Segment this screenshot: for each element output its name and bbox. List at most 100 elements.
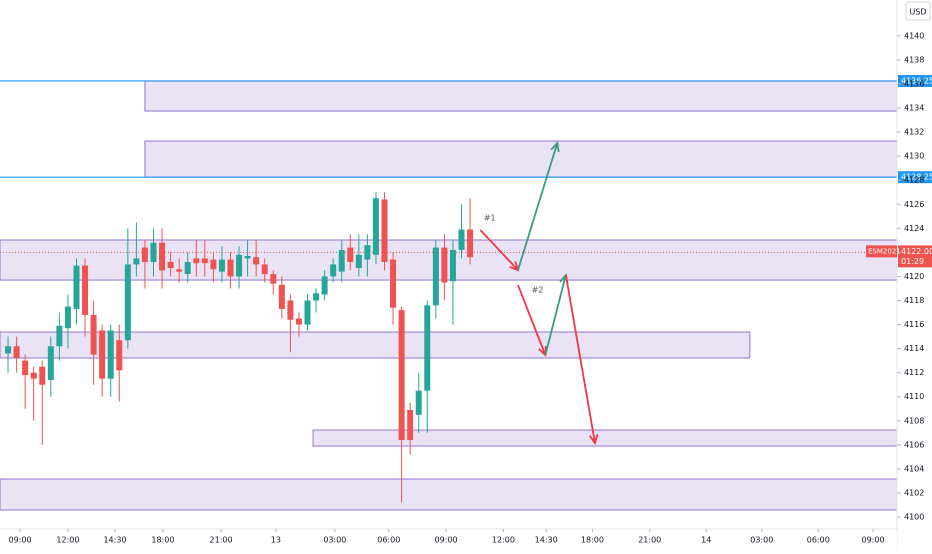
candle-body xyxy=(415,390,422,415)
currency: USD xyxy=(909,8,926,17)
candle-body xyxy=(236,254,243,277)
y-tick-label: 4104 xyxy=(904,464,924,473)
candle-body xyxy=(47,346,54,380)
candle-body xyxy=(13,346,20,359)
candle-body xyxy=(141,247,148,263)
candle-body xyxy=(5,346,12,354)
x-tick-label: 14:30 xyxy=(535,536,558,545)
annotation: #2 xyxy=(532,286,544,295)
x-tick-label: 06:00 xyxy=(807,536,830,545)
level-label-box xyxy=(898,171,932,184)
candle-body xyxy=(133,258,140,265)
y-tick-label: 4134 xyxy=(904,104,924,113)
arrow-head xyxy=(589,434,599,446)
zone xyxy=(144,140,898,178)
candle-body xyxy=(184,262,191,275)
last-price-box xyxy=(898,245,932,268)
y-tick-label: 4114 xyxy=(904,344,924,353)
candle-body xyxy=(227,259,234,277)
symbol-box xyxy=(866,245,897,258)
plot-area: #1 #2 xyxy=(0,80,898,511)
candle-body xyxy=(90,314,97,355)
y-tick-label: 4130 xyxy=(904,152,924,161)
level-label-box xyxy=(898,74,932,87)
y-tick-label: 4132 xyxy=(904,128,924,137)
candle-body xyxy=(150,242,157,263)
candle-body xyxy=(56,325,63,347)
candle-body xyxy=(304,300,311,325)
zone xyxy=(0,478,898,511)
candle-body xyxy=(159,242,166,271)
candle-body xyxy=(73,265,80,309)
candle-body xyxy=(22,360,29,376)
arrow-line xyxy=(565,274,596,444)
arrow-line xyxy=(479,229,519,271)
arrow-line xyxy=(544,274,567,356)
y-tick-label: 4128 xyxy=(904,176,924,185)
candle-body xyxy=(441,247,448,283)
candle-body xyxy=(449,249,456,282)
candle-body xyxy=(193,258,200,264)
candle-body xyxy=(167,262,174,269)
currency-box[interactable] xyxy=(905,1,931,21)
x-tick-label: 12:00 xyxy=(56,536,79,545)
x-tick-label: 12:00 xyxy=(492,536,515,545)
annotation: #1 xyxy=(484,214,496,223)
x-tick-label: 03:00 xyxy=(750,536,773,545)
x-tick-label: 18:00 xyxy=(581,536,604,545)
x-tick-label: 21:00 xyxy=(638,536,661,545)
y-tick-label: 4102 xyxy=(904,488,924,497)
zone xyxy=(144,80,898,112)
x-tick-label: 09:00 xyxy=(862,536,885,545)
y-tick-label: 4120 xyxy=(904,272,924,281)
x-tick-label: 14:30 xyxy=(103,536,126,545)
y-tick-label: 4110 xyxy=(904,392,924,401)
candle-body xyxy=(30,372,37,379)
countdown: 01:29 xyxy=(901,257,924,266)
x-tick-label: 13 xyxy=(271,536,281,545)
candle-body xyxy=(390,259,397,308)
candle-body xyxy=(407,409,414,441)
zone xyxy=(0,239,898,281)
candle-body xyxy=(39,366,46,385)
time-axis-bg xyxy=(0,530,897,550)
candle-body xyxy=(244,255,251,259)
arrow-line xyxy=(517,142,559,271)
candle-body xyxy=(330,264,337,277)
x-tick-label: 21:00 xyxy=(210,536,233,545)
x-tick-label: 18:00 xyxy=(151,536,174,545)
candle-body xyxy=(458,229,465,250)
level-label: 4136.25 xyxy=(901,76,932,85)
x-tick-label: 03:00 xyxy=(323,536,346,545)
candle-body xyxy=(218,259,225,272)
candle-body xyxy=(355,254,362,269)
x-tick-label: 14 xyxy=(701,536,711,545)
candle-body xyxy=(253,257,260,265)
candle-body xyxy=(295,318,302,325)
y-tick-label: 4106 xyxy=(904,440,924,449)
arrow-head xyxy=(550,141,560,153)
candle-body xyxy=(124,264,131,341)
y-tick-label: 4108 xyxy=(904,416,924,425)
arrow-line xyxy=(517,284,547,356)
y-tick-label: 4138 xyxy=(904,55,924,64)
candle-body xyxy=(432,247,439,306)
candle-body xyxy=(321,276,328,295)
candle-body xyxy=(116,340,123,371)
candle-body xyxy=(261,264,268,275)
axes: 4136.25 4128.25 4100 4102 4104 4106 4108 4110 41… xyxy=(0,31,932,550)
candle-body xyxy=(82,265,89,315)
y-tick-label: 4136 xyxy=(904,79,924,88)
candle-body xyxy=(176,269,183,272)
candle-body xyxy=(313,293,320,301)
y-tick-label: 4118 xyxy=(904,296,924,305)
x-tick-label: 09:00 xyxy=(435,536,458,545)
candle-body xyxy=(338,249,345,272)
symbol-label: ESM2021 xyxy=(868,247,901,255)
candle-body xyxy=(398,310,405,441)
candle-body xyxy=(270,274,277,284)
y-tick-label: 4140 xyxy=(904,31,924,40)
candle-body xyxy=(364,245,371,260)
